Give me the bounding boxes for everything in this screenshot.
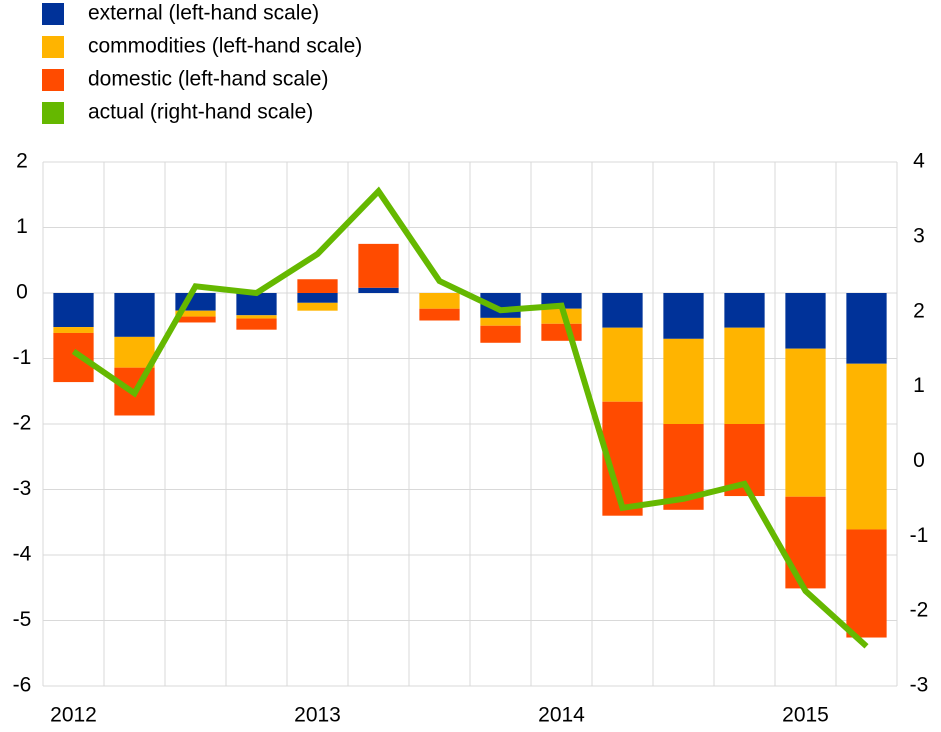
y-tick-label: -6: [13, 674, 32, 697]
legend-label: domestic (left-hand scale): [88, 68, 328, 91]
y2-tick-label: 4: [913, 150, 925, 173]
bar: [602, 293, 643, 328]
bar: [419, 293, 460, 309]
bar: [297, 302, 338, 311]
bar: [663, 338, 704, 424]
y2-tick-label: 0: [913, 449, 925, 472]
legend-swatch: [42, 3, 64, 25]
legend-swatch: [42, 69, 64, 91]
y-tick-label: -3: [13, 477, 32, 500]
y2-tick-label: -3: [910, 674, 929, 697]
x-tick-label: 2014: [538, 704, 585, 727]
legend-label: external (left-hand scale): [88, 2, 319, 25]
legend-swatch: [42, 102, 64, 124]
y-tick-label: -2: [13, 412, 32, 435]
y-tick-label: -4: [13, 543, 32, 566]
bar: [724, 327, 765, 424]
y2-tick-label: 1: [913, 374, 925, 397]
bar: [480, 317, 521, 326]
bar: [480, 325, 521, 343]
bar: [53, 293, 94, 328]
x-tick-label: 2012: [50, 704, 97, 727]
bar: [846, 363, 887, 530]
y-tick-label: -1: [13, 346, 32, 369]
bar: [236, 318, 277, 330]
bar: [663, 293, 704, 339]
y2-tick-label: -1: [910, 524, 929, 547]
y-tick-label: 0: [16, 281, 28, 304]
y-tick-label: 1: [16, 215, 28, 238]
y-tick-label: 2: [16, 150, 28, 173]
y-tick-label: -5: [13, 608, 32, 631]
line: [71, 186, 869, 649]
bar: [175, 310, 216, 317]
bar: [846, 293, 887, 364]
bar: [419, 308, 460, 321]
bar: [541, 323, 582, 341]
y2-tick-label: -2: [910, 599, 929, 622]
y2-tick-label: 2: [913, 299, 925, 322]
y2-tick-label: 3: [913, 224, 925, 247]
bar: [602, 327, 643, 402]
bar: [785, 496, 826, 589]
bar: [358, 287, 399, 293]
bar: [114, 336, 155, 368]
legend-label: actual (right-hand scale): [88, 101, 313, 124]
bar: [358, 243, 399, 288]
bar: [785, 348, 826, 497]
bar: [846, 529, 887, 638]
x-tick-label: 2015: [782, 704, 829, 727]
x-tick-label: 2013: [294, 704, 341, 727]
bar: [297, 293, 338, 303]
bar: [297, 279, 338, 293]
bar: [53, 327, 94, 333]
bar: [236, 315, 277, 319]
bar: [114, 293, 155, 337]
legend-swatch: [42, 36, 64, 58]
bar: [541, 308, 582, 324]
bar: [724, 293, 765, 328]
bar: [785, 293, 826, 349]
bar: [236, 293, 277, 316]
legend-label: commodities (left-hand scale): [88, 35, 362, 58]
bar: [175, 316, 216, 323]
